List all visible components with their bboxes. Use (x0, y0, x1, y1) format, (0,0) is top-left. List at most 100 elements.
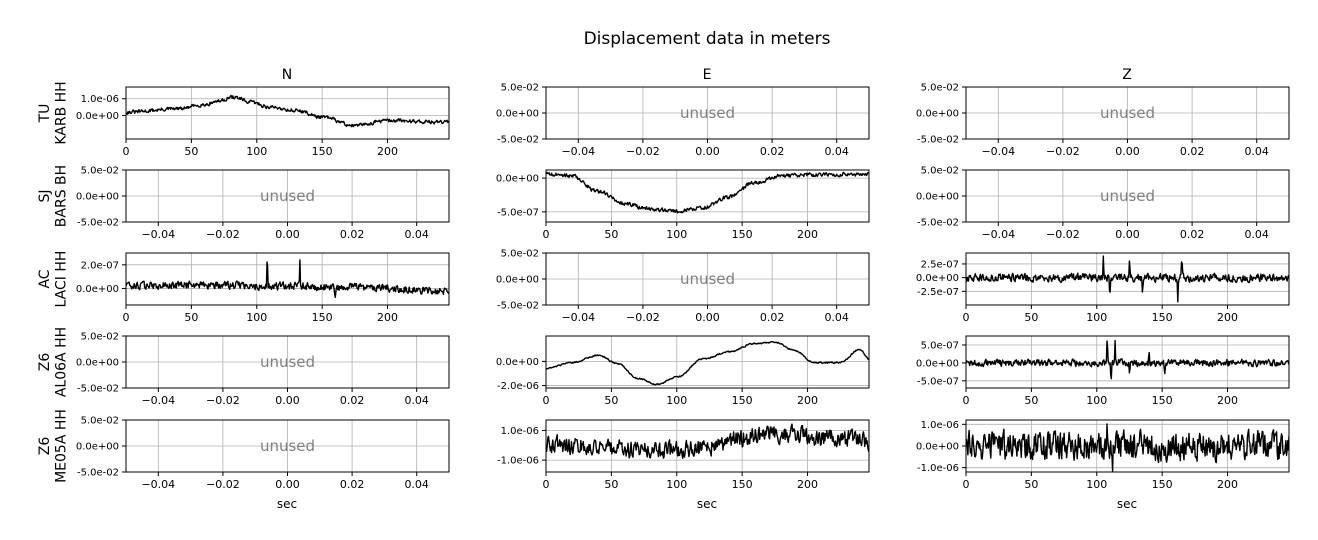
y-tick-label: -5.0e-07 (917, 376, 959, 387)
panel-r1-c2: unused −0.04 −0.02 0.00 0.02 0.04 5.0e-02 0.0e+… (916, 166, 1290, 241)
x-tick-label: −0.04 (561, 145, 595, 158)
x-tick-label: 200 (797, 394, 818, 407)
x-tick-label: −0.02 (626, 311, 660, 324)
x-tick-label: 0.04 (824, 145, 849, 158)
panels: 0 50 100 150 200 1.0e-06 0.0e+00 unused −0.04 −0.… (76, 83, 1290, 491)
y-tick-label: 0.0e+00 (496, 357, 539, 368)
y-tick-label: 2.5e-07 (921, 259, 959, 270)
x-tick-label: 200 (797, 478, 818, 491)
unused-label: unused (1100, 187, 1155, 205)
x-tick-label: 0.00 (1115, 228, 1140, 241)
y-tick-label: -5.0e-02 (77, 218, 119, 229)
y-tick-label: 5.0e-02 (921, 83, 959, 94)
x-tick-label: 0.02 (760, 311, 785, 324)
panel-r2-c0: 0 50 100 150 200 2.0e-07 0.0e+00 (76, 252, 450, 324)
row-label: TUKARB HH (37, 81, 69, 144)
x-axis-label-e: sec (697, 497, 717, 511)
x-tick-label: 200 (1217, 311, 1238, 324)
y-tick-label: -1.0e-06 (497, 456, 539, 467)
y-tick-label: -5.0e-02 (917, 135, 959, 146)
x-tick-label: 0 (543, 228, 550, 241)
x-tick-label: 0.00 (695, 145, 720, 158)
y-tick-label: 0.0e+00 (76, 111, 119, 122)
x-tick-label: 100 (666, 394, 687, 407)
axes-frame (125, 252, 450, 306)
panel-r4-c0: unused −0.04 −0.02 0.00 0.02 0.04 5.0e-02 0.0e+… (76, 416, 450, 491)
panel-r4-c1: 0 50 100 150 200 1.0e-06 -1.0e-06 (497, 419, 870, 491)
unused-label: unused (680, 104, 735, 122)
y-tick-label: 0.0e+00 (916, 192, 959, 203)
y-tick-label: 0.0e+00 (76, 442, 119, 453)
x-tick-label: 50 (184, 311, 198, 324)
x-tick-label: 150 (1152, 311, 1173, 324)
trace-line (966, 339, 1289, 380)
y-tick-label: 5.0e-02 (81, 416, 119, 427)
x-tick-label: 0.02 (340, 228, 365, 241)
x-tick-label: 0.04 (1244, 228, 1269, 241)
y-tick-label: -2.0e-06 (497, 381, 539, 392)
x-tick-label: 50 (184, 145, 198, 158)
y-tick-label: 5.0e-02 (81, 332, 119, 343)
panel-r0-c2: unused −0.04 −0.02 0.00 0.02 0.04 5.0e-02 0.0e+… (916, 83, 1290, 158)
y-tick-label: 1.0e-06 (81, 94, 119, 105)
x-tick-label: −0.02 (1046, 145, 1080, 158)
x-axis-label-z: sec (1117, 497, 1137, 511)
y-tick-label: 5.0e-02 (501, 249, 539, 260)
axes-frame (965, 252, 1290, 306)
row-label: Z6AL06A HH (37, 327, 69, 397)
y-tick-label: 0.0e+00 (916, 442, 959, 453)
unused-label: unused (260, 187, 315, 205)
x-tick-label: 0.04 (824, 311, 849, 324)
axes-frame (965, 335, 1290, 389)
axes-frame (545, 335, 870, 389)
unused-label: unused (260, 353, 315, 371)
x-tick-label: 100 (666, 478, 687, 491)
x-tick-label: 0 (543, 478, 550, 491)
x-tick-label: 0.00 (275, 228, 300, 241)
y-tick-label: 5.0e-02 (81, 166, 119, 177)
y-tick-label: 0.0e+00 (916, 358, 959, 369)
y-tick-label: 0.0e+00 (916, 109, 959, 120)
x-tick-label: 0.02 (1180, 145, 1205, 158)
x-tick-label: −0.02 (626, 145, 660, 158)
axes-frame (125, 86, 450, 140)
y-tick-label: -5.0e-02 (77, 384, 119, 395)
x-tick-label: 150 (732, 394, 753, 407)
x-tick-label: 0.02 (1180, 228, 1205, 241)
y-tick-label: 5.0e-02 (501, 83, 539, 94)
y-tick-label: 1.0e-06 (501, 426, 539, 437)
x-tick-label: 100 (246, 311, 267, 324)
x-tick-label: 0.04 (404, 228, 429, 241)
x-tick-label: 100 (1086, 478, 1107, 491)
row-label: ACLACI HH (37, 251, 69, 308)
y-tick-label: 0.0e+00 (496, 109, 539, 120)
x-tick-label: 200 (377, 145, 398, 158)
x-tick-label: −0.02 (206, 394, 240, 407)
x-tick-label: −0.04 (141, 228, 175, 241)
x-tick-label: 0.02 (340, 394, 365, 407)
y-tick-label: -5.0e-02 (497, 301, 539, 312)
x-tick-label: 0 (963, 394, 970, 407)
x-tick-label: 0.04 (404, 394, 429, 407)
x-tick-label: 0.00 (275, 394, 300, 407)
x-tick-label: 150 (1152, 478, 1173, 491)
panel-r1-c1: 0 50 100 150 200 0.0e+00 -5.0e-07 (496, 169, 870, 241)
unused-label: unused (260, 437, 315, 455)
x-tick-label: 0.04 (1244, 145, 1269, 158)
trace-line (966, 255, 1289, 303)
panel-r4-c2: 0 50 100 150 200 1.0e-06 0.0e+00 -1.0e-06 (916, 419, 1290, 491)
x-tick-label: 0.02 (760, 145, 785, 158)
x-tick-label: 0 (963, 311, 970, 324)
x-tick-label: 0.00 (1115, 145, 1140, 158)
x-tick-label: 0.00 (695, 311, 720, 324)
x-tick-label: 150 (732, 478, 753, 491)
x-tick-label: 200 (1217, 394, 1238, 407)
y-tick-label: -1.0e-06 (917, 463, 959, 474)
trace-line (546, 423, 869, 459)
panel-r0-c1: unused −0.04 −0.02 0.00 0.02 0.04 5.0e-02 0.0e+… (496, 83, 870, 158)
x-tick-label: −0.02 (206, 228, 240, 241)
x-tick-label: 150 (732, 228, 753, 241)
y-tick-label: 1.0e-06 (921, 420, 959, 431)
x-tick-label: 0 (123, 145, 130, 158)
axes-frame (545, 169, 870, 223)
